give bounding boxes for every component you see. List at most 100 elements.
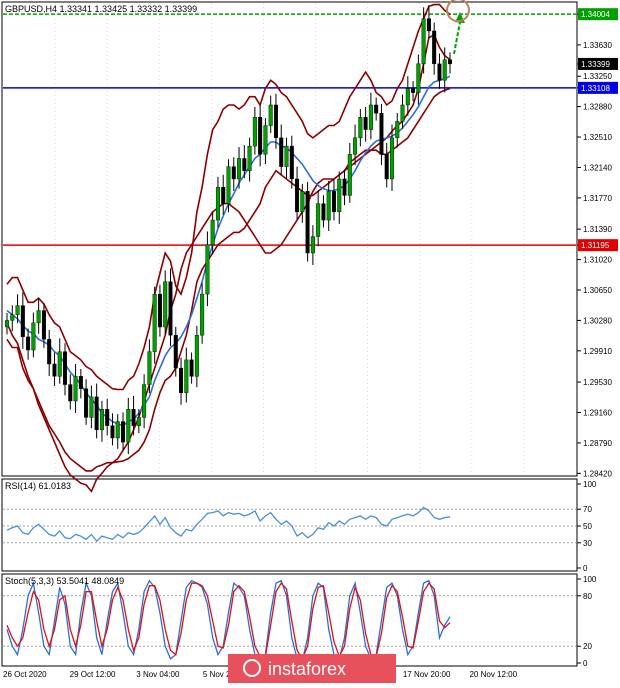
- candle-body: [105, 409, 110, 426]
- rsi-tick-label: 0: [583, 564, 588, 573]
- rsi-tick-label: 70: [583, 505, 592, 514]
- candle-body: [168, 281, 173, 336]
- candle-body: [10, 314, 15, 321]
- candle-body: [189, 359, 194, 377]
- rsi-tick-label: 30: [583, 539, 592, 548]
- candle-body: [221, 186, 226, 204]
- candle-body: [358, 117, 363, 139]
- price-axis: 1.34004 1.33630 1.33399 1.33250 1.33108 1.328…: [577, 8, 618, 668]
- candle-body: [184, 359, 189, 393]
- candle-body: [57, 351, 62, 377]
- candle-body: [384, 154, 389, 180]
- candle-body: [205, 244, 210, 295]
- stoch-label: Stoch(5,3,3) 53.5041 48.0849: [5, 576, 124, 586]
- candle-body: [448, 59, 453, 65]
- candle-body: [426, 18, 431, 32]
- candle-body: [121, 421, 126, 443]
- price-tick-label: 1.32510: [583, 133, 612, 142]
- time-tick-label: 26 Oct 2020: [3, 670, 47, 679]
- stoch-tick-label: 20: [583, 642, 592, 651]
- candle-body: [395, 121, 400, 139]
- candle-body: [263, 125, 268, 155]
- candle-body: [337, 178, 342, 213]
- candle-body: [20, 305, 25, 338]
- candle-body: [157, 293, 162, 328]
- time-tick-label: 3 Nov 04:00: [136, 670, 180, 679]
- candle-body: [331, 191, 336, 213]
- candle-body: [179, 367, 184, 393]
- price-tick-label: 1.28420: [583, 469, 612, 478]
- time-tick-label: 5 Nov 20:00: [203, 670, 247, 679]
- level-price-tag-label: 1.33108: [581, 84, 610, 93]
- last-price-tag: [578, 57, 618, 70]
- rsi-tick-label: 100: [583, 480, 597, 489]
- candle-body: [379, 112, 384, 155]
- candle-body: [147, 351, 152, 385]
- candle-body: [316, 203, 321, 237]
- candle-body: [115, 421, 120, 439]
- candle-body: [342, 178, 347, 196]
- candle-body: [26, 336, 31, 351]
- price-tick-label: 1.30280: [583, 316, 612, 325]
- price-tick-label: 1.29160: [583, 409, 612, 418]
- last-price-tag-label: 1.33399: [581, 60, 610, 69]
- candle-body: [210, 219, 215, 245]
- price-tick-label: 1.33630: [583, 41, 612, 50]
- candle-body: [284, 145, 289, 167]
- watermark-text: instaforex: [268, 659, 346, 679]
- rsi-tick-label: 50: [583, 522, 592, 531]
- candle-body: [226, 166, 231, 204]
- candle-body: [305, 191, 310, 254]
- candle-body: [321, 203, 326, 221]
- candle-body: [252, 117, 257, 147]
- target-arrow-line: [453, 21, 461, 55]
- candle-body: [400, 104, 405, 122]
- candle-body: [389, 137, 394, 180]
- candle-body: [4, 320, 9, 328]
- candle-body: [15, 305, 20, 315]
- candle-body: [99, 409, 104, 430]
- candle-body: [142, 384, 147, 418]
- candle-body: [126, 409, 131, 443]
- candle-body: [47, 339, 52, 365]
- candle-body: [36, 310, 41, 324]
- candle-body: [374, 104, 379, 114]
- candle-body: [295, 178, 300, 213]
- candle-body: [73, 376, 78, 402]
- watermark: instaforex: [228, 654, 396, 683]
- candle-body: [84, 388, 89, 418]
- watermark-logo-icon: [243, 659, 261, 677]
- main-panel-frame: [1, 1, 578, 477]
- candle-body: [200, 293, 205, 336]
- candle-body: [247, 145, 252, 171]
- target-circle-icon: [446, 0, 470, 23]
- level-price-tag-label: 1.31195: [581, 241, 610, 250]
- candle-body: [242, 158, 247, 171]
- candle-body: [89, 396, 94, 418]
- grid-lines: [3, 3, 576, 647]
- candle-body: [131, 409, 136, 426]
- price-tick-label: 1.32880: [583, 103, 612, 112]
- rsi-line: [6, 506, 451, 543]
- indicator-line: [6, 87, 451, 472]
- rsi-label: RSI(14) 61.0183: [5, 481, 71, 491]
- level-price-tag-label: 1.34004: [581, 10, 610, 19]
- candle-body: [437, 63, 442, 81]
- candle-body: [432, 30, 437, 65]
- candle-body: [368, 104, 373, 130]
- time-tick-label: 29 Oct 12:00: [70, 670, 116, 679]
- candle-body: [411, 88, 416, 93]
- time-tick-label: 17 Nov 20:00: [403, 670, 451, 679]
- price-tick-label: 1.32140: [583, 163, 612, 172]
- candle-body: [63, 351, 68, 385]
- candle-body: [152, 293, 157, 352]
- level-price-tag: [578, 239, 618, 252]
- candle-body: [41, 310, 46, 340]
- candle-body: [237, 158, 242, 180]
- level-price-tag: [578, 8, 618, 21]
- candle-body: [68, 384, 73, 402]
- indicator-line: [6, 3, 451, 391]
- candle-body: [268, 104, 273, 126]
